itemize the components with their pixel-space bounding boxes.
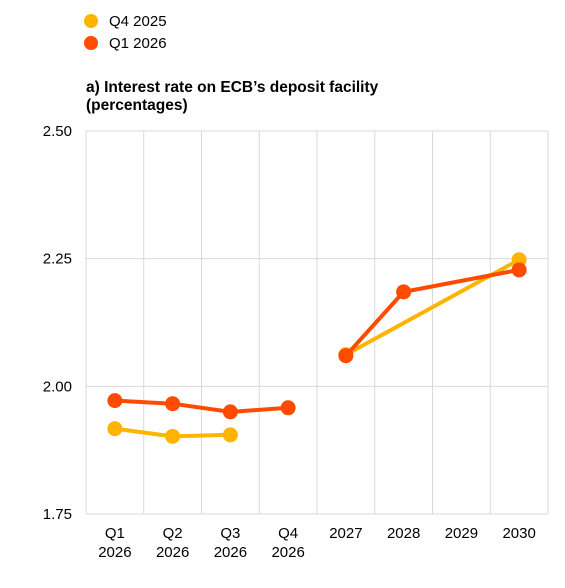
x-tick-label: 2028	[387, 525, 420, 542]
x-tick-label: 2026	[271, 544, 304, 561]
data-point	[107, 393, 123, 409]
data-point	[511, 262, 527, 278]
data-point	[222, 427, 238, 443]
x-tick-label: Q4	[278, 525, 298, 542]
x-tick-label: Q1	[105, 525, 125, 542]
legend-item-q1-2026: Q1 2026	[84, 32, 167, 54]
y-tick-label: 2.50	[43, 123, 72, 140]
y-tick-label: 2.00	[43, 378, 72, 395]
data-point	[280, 400, 296, 416]
chart-title: a) Interest rate on ECB’s deposit facili…	[86, 79, 379, 96]
x-tick-label: 2027	[329, 525, 362, 542]
legend: Q4 2025 Q1 2026	[84, 10, 167, 54]
y-tick-label: 1.75	[43, 506, 72, 523]
data-point	[165, 396, 181, 412]
legend-label: Q4 2025	[109, 12, 167, 30]
y-tick-label: 2.25	[43, 251, 72, 268]
data-point	[338, 348, 354, 364]
data-point	[107, 421, 123, 437]
x-tick-label: Q3	[220, 525, 240, 542]
chart-subtitle: (percentages)	[86, 97, 188, 114]
legend-marker-q4-2025	[84, 14, 98, 28]
x-tick-label: 2030	[502, 525, 535, 542]
data-point	[396, 284, 412, 300]
data-point	[165, 428, 181, 444]
x-tick-label: 2026	[214, 544, 247, 561]
x-tick-label: 2029	[445, 525, 478, 542]
legend-marker-q1-2026	[84, 36, 98, 50]
x-tick-label: 2026	[156, 544, 189, 561]
x-tick-label: 2026	[98, 544, 131, 561]
series-line	[114, 398, 289, 414]
data-point	[222, 404, 238, 420]
x-tick-label: Q2	[163, 525, 183, 542]
legend-item-q4-2025: Q4 2025	[84, 10, 167, 32]
legend-label: Q1 2026	[109, 34, 167, 52]
chart-title-block: a) Interest rate on ECB’s deposit facili…	[86, 79, 378, 115]
